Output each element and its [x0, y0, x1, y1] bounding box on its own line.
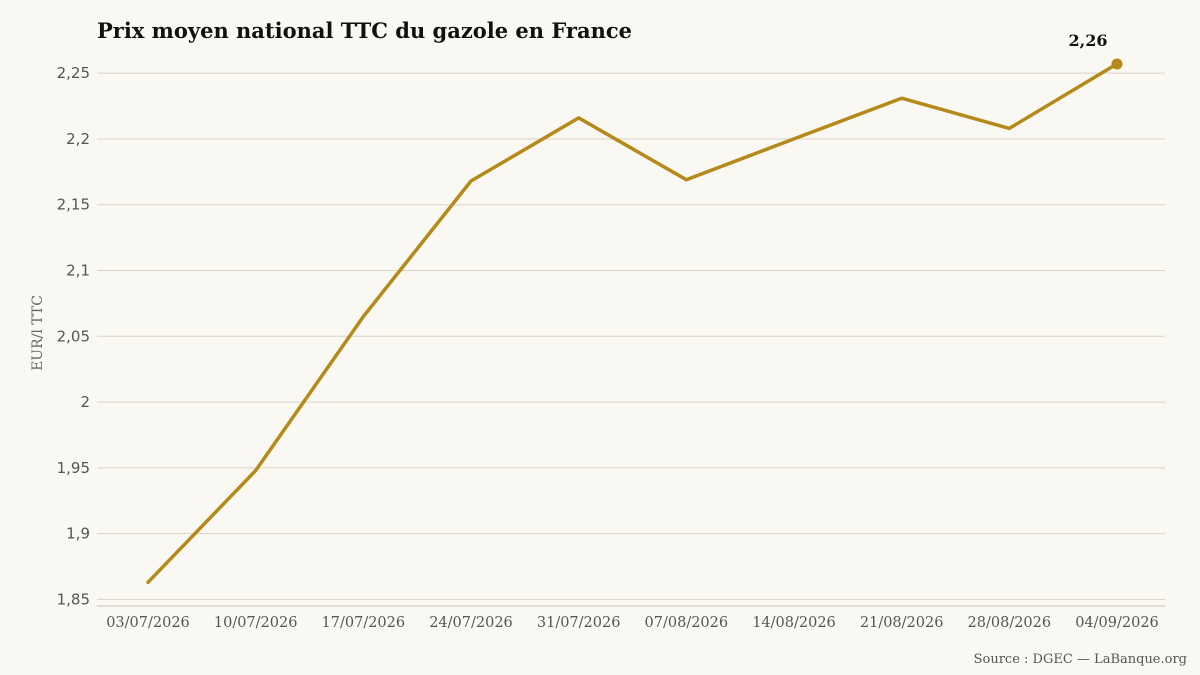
y-tick-label: 1,85: [57, 590, 90, 608]
y-tick-label: 2,15: [57, 196, 90, 214]
y-tick-label: 2,1: [66, 262, 90, 280]
x-tick-label: 24/07/2026: [429, 615, 513, 631]
x-tick-label: 31/07/2026: [537, 615, 621, 631]
x-tick-label: 07/08/2026: [645, 615, 729, 631]
series-group: 2,26: [146, 31, 1123, 585]
y-tick-label: 1,9: [66, 525, 90, 543]
x-axis-ticks: 03/07/2026 10/07/2026 17/07/2026 24/07/2026…: [106, 615, 1159, 631]
y-tick-label: 2,05: [57, 327, 90, 345]
grid-lines: [97, 72, 1165, 607]
y-tick-label: 2,2: [66, 130, 90, 148]
x-tick-label: 04/09/2026: [1075, 615, 1159, 631]
series-line: [146, 62, 1119, 585]
x-tick-label: 21/08/2026: [860, 615, 944, 631]
source-note: Source : DGEC — LaBanque.org: [973, 652, 1187, 667]
x-tick-label: 03/07/2026: [106, 615, 190, 631]
x-tick-label: 10/07/2026: [214, 615, 298, 631]
x-tick-label: 14/08/2026: [752, 615, 836, 631]
x-tick-label: 17/07/2026: [322, 615, 406, 631]
y-axis-ticks: 1,85 1,9 1,95 2 2,05 2,1 2,15 2,2 2,25: [57, 64, 90, 608]
y-tick-label: 2: [80, 393, 90, 411]
chart-title: Prix moyen national TTC du gazole en Fra…: [97, 18, 632, 43]
y-axis-label: EUR/l TTC: [30, 295, 46, 371]
y-tick-label: 2,25: [57, 64, 90, 82]
x-tick-label: 28/08/2026: [968, 615, 1052, 631]
last-point-label: 2,26: [1069, 31, 1108, 50]
last-data-point: [1111, 58, 1123, 70]
y-tick-label: 1,95: [57, 459, 90, 477]
